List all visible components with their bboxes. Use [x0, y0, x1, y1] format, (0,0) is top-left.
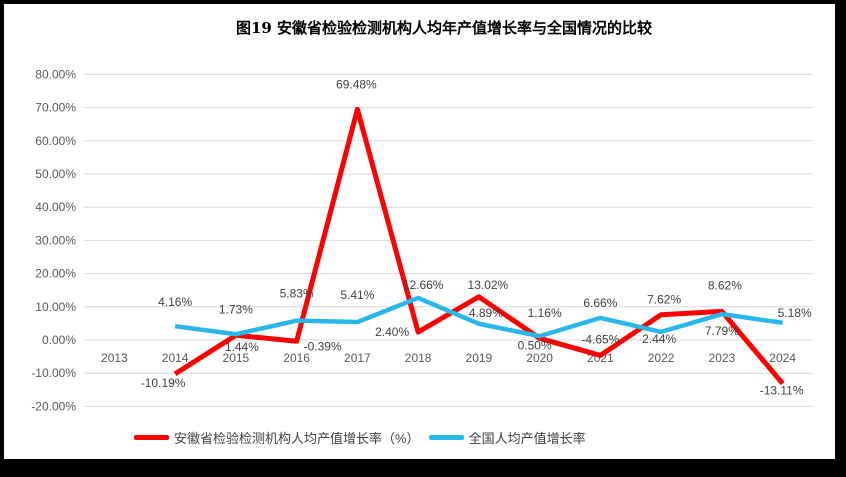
x-tick-label: 2023 [709, 351, 736, 365]
data-label: 7.79% [705, 324, 739, 338]
data-label: 6.66% [583, 296, 617, 310]
data-label: -0.39% [304, 339, 342, 353]
data-label: 5.18% [778, 306, 812, 320]
data-label: 4.89% [469, 306, 503, 320]
x-tick-label: 2020 [526, 351, 553, 365]
x-tick-label: 2015 [223, 351, 250, 365]
y-tick-label: 50.00% [35, 167, 76, 181]
legend-item-national: 全国人均产值增长率 [428, 428, 586, 447]
x-tick-label: 2013 [101, 351, 128, 365]
data-label: -10.19% [141, 376, 186, 390]
data-label: 0.50% [518, 338, 552, 352]
y-tick-label: -20.00% [31, 399, 76, 413]
y-tick-label: 80.00% [35, 67, 76, 81]
data-label: 8.62% [708, 278, 742, 292]
y-tick-label: 10.00% [35, 300, 76, 314]
data-label: 69.48% [336, 77, 377, 91]
legend-red-line-icon [134, 435, 169, 440]
chart-title: 图19 安徽省检验检测机构人均年产值增长率与全国情况的比较 [235, 19, 653, 37]
y-tick-label: 30.00% [35, 233, 76, 247]
x-tick-label: 2016 [283, 351, 310, 365]
legend-label-anhui: 安徽省检验检测机构人均产值增长率（%） [174, 431, 420, 446]
x-tick-label: 2024 [769, 351, 796, 365]
data-label: 1.73% [219, 302, 253, 316]
legend-blue-line-icon [428, 435, 464, 440]
data-label: 4.16% [158, 295, 192, 309]
data-label: 2.44% [642, 332, 676, 346]
legend-label-national: 全国人均产值增长率 [468, 431, 586, 446]
y-tick-label: 70.00% [35, 101, 76, 115]
data-label: 1.44% [225, 340, 259, 354]
y-tick-label: 40.00% [35, 200, 76, 214]
x-tick-label: 2017 [344, 351, 371, 365]
x-tick-label: 2022 [648, 351, 675, 365]
data-label: -4.65% [581, 332, 619, 346]
series-line-national [174, 295, 783, 339]
line-chart-plot: 80.00% 70.00% 60.00% 50.00% 40.00% 30.00% 20.0… [31, 67, 813, 413]
x-tick-label: 2019 [466, 351, 493, 365]
data-label: 13.02% [468, 278, 509, 292]
data-label: -13.11% [760, 384, 804, 398]
y-tick-label: 60.00% [35, 134, 76, 148]
data-label: 12.66% [403, 278, 444, 292]
y-tick-label: 0.00% [42, 333, 76, 347]
legend-item-anhui: 安徽省检验检测机构人均产值增长率（%） [134, 428, 420, 447]
data-label: 5.41% [340, 288, 374, 302]
data-label: 2.40% [375, 325, 409, 339]
x-tick-label: 2014 [162, 351, 189, 365]
y-tick-label: 20.00% [35, 267, 76, 281]
y-tick-label: -10.00% [31, 366, 76, 380]
chart-legend: 安徽省检验检测机构人均产值增长率（%） 全国人均产值增长率 [134, 428, 586, 447]
series-line-anhui [173, 106, 785, 386]
data-label: 7.62% [647, 293, 681, 307]
data-label: 1.16% [528, 306, 562, 320]
x-tick-label: 2018 [405, 351, 432, 365]
data-label: 5.83% [280, 287, 314, 301]
